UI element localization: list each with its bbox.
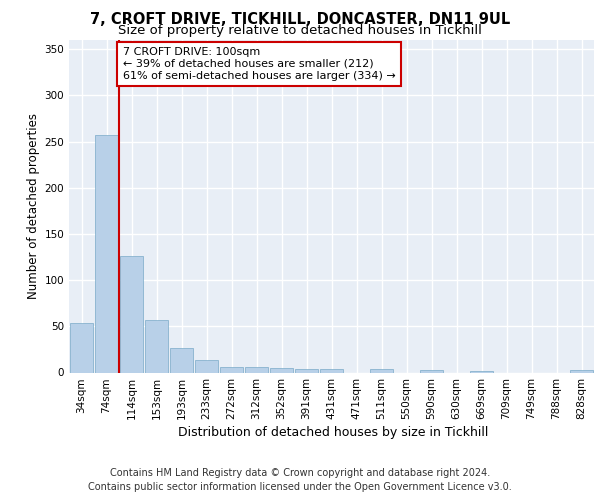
Bar — [195, 360, 218, 372]
Bar — [370, 369, 393, 372]
Bar — [270, 368, 293, 372]
Bar — [145, 320, 168, 372]
Bar — [320, 369, 343, 372]
Bar — [170, 348, 193, 372]
Bar — [220, 367, 243, 372]
Bar — [120, 256, 143, 372]
Bar — [420, 370, 443, 372]
Bar — [570, 370, 593, 372]
Bar — [245, 367, 268, 372]
Bar — [70, 322, 93, 372]
Bar — [295, 369, 318, 372]
Bar — [95, 135, 118, 372]
Text: Contains HM Land Registry data © Crown copyright and database right 2024.
Contai: Contains HM Land Registry data © Crown c… — [88, 468, 512, 492]
Y-axis label: Number of detached properties: Number of detached properties — [27, 114, 40, 299]
Bar — [470, 370, 493, 372]
Text: Distribution of detached houses by size in Tickhill: Distribution of detached houses by size … — [178, 426, 488, 439]
Text: Size of property relative to detached houses in Tickhill: Size of property relative to detached ho… — [118, 24, 482, 37]
Text: 7 CROFT DRIVE: 100sqm
← 39% of detached houses are smaller (212)
61% of semi-det: 7 CROFT DRIVE: 100sqm ← 39% of detached … — [123, 48, 395, 80]
Text: 7, CROFT DRIVE, TICKHILL, DONCASTER, DN11 9UL: 7, CROFT DRIVE, TICKHILL, DONCASTER, DN1… — [90, 12, 510, 28]
